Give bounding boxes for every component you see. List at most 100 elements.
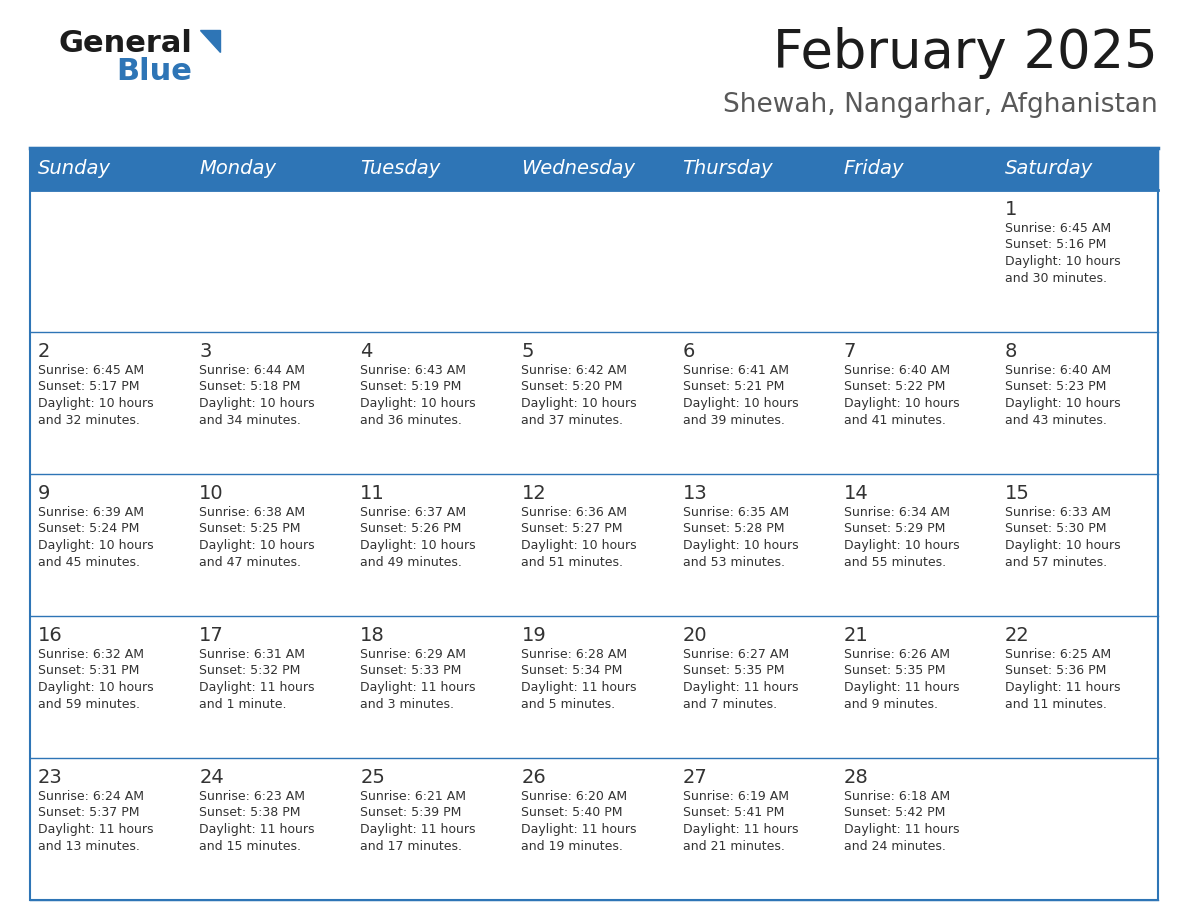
Text: Sunrise: 6:34 AM: Sunrise: 6:34 AM [843,506,949,519]
Text: Sunrise: 6:45 AM: Sunrise: 6:45 AM [1005,222,1111,235]
Text: and 32 minutes.: and 32 minutes. [38,413,140,427]
Polygon shape [200,30,220,52]
Text: Sunrise: 6:20 AM: Sunrise: 6:20 AM [522,790,627,803]
Text: Sunset: 5:32 PM: Sunset: 5:32 PM [200,665,301,677]
Text: 28: 28 [843,768,868,787]
Text: Daylight: 10 hours: Daylight: 10 hours [360,397,476,410]
Text: and 43 minutes.: and 43 minutes. [1005,413,1107,427]
Text: Sunset: 5:35 PM: Sunset: 5:35 PM [683,665,784,677]
Text: 19: 19 [522,626,546,645]
Text: and 36 minutes.: and 36 minutes. [360,413,462,427]
Text: Sunrise: 6:32 AM: Sunrise: 6:32 AM [38,648,144,661]
Text: Sunset: 5:23 PM: Sunset: 5:23 PM [1005,380,1106,394]
Text: and 21 minutes.: and 21 minutes. [683,839,784,853]
Text: Sunrise: 6:35 AM: Sunrise: 6:35 AM [683,506,789,519]
Text: and 11 minutes.: and 11 minutes. [1005,698,1107,711]
Text: General: General [58,29,192,58]
Text: Daylight: 11 hours: Daylight: 11 hours [522,681,637,694]
Text: and 34 minutes.: and 34 minutes. [200,413,301,427]
Text: 25: 25 [360,768,385,787]
Text: Sunset: 5:42 PM: Sunset: 5:42 PM [843,807,946,820]
Text: Sunset: 5:25 PM: Sunset: 5:25 PM [200,522,301,535]
Text: 14: 14 [843,484,868,503]
Text: and 59 minutes.: and 59 minutes. [38,698,140,711]
Text: Sunrise: 6:25 AM: Sunrise: 6:25 AM [1005,648,1111,661]
Text: 11: 11 [360,484,385,503]
Text: Sunrise: 6:39 AM: Sunrise: 6:39 AM [38,506,144,519]
Text: and 13 minutes.: and 13 minutes. [38,839,140,853]
Text: Daylight: 10 hours: Daylight: 10 hours [843,397,960,410]
Text: 18: 18 [360,626,385,645]
Text: Daylight: 11 hours: Daylight: 11 hours [1005,681,1120,694]
Text: Sunset: 5:18 PM: Sunset: 5:18 PM [200,380,301,394]
Text: 8: 8 [1005,342,1017,361]
Bar [30,190,1158,900]
Bar [30,148,1158,900]
Text: Daylight: 11 hours: Daylight: 11 hours [843,681,959,694]
Text: 17: 17 [200,626,223,645]
Text: Sunrise: 6:19 AM: Sunrise: 6:19 AM [683,790,789,803]
Text: and 7 minutes.: and 7 minutes. [683,698,777,711]
Text: Sunrise: 6:38 AM: Sunrise: 6:38 AM [200,506,305,519]
Text: Daylight: 11 hours: Daylight: 11 hours [360,681,475,694]
Text: Daylight: 11 hours: Daylight: 11 hours [522,823,637,836]
Text: Sunset: 5:21 PM: Sunset: 5:21 PM [683,380,784,394]
Text: Friday: Friday [843,160,904,178]
Text: Sunset: 5:39 PM: Sunset: 5:39 PM [360,807,462,820]
Text: Sunset: 5:31 PM: Sunset: 5:31 PM [38,665,139,677]
Text: and 39 minutes.: and 39 minutes. [683,413,784,427]
Text: 5: 5 [522,342,533,361]
Text: Sunset: 5:36 PM: Sunset: 5:36 PM [1005,665,1106,677]
Text: Sunrise: 6:27 AM: Sunrise: 6:27 AM [683,648,789,661]
Text: 23: 23 [38,768,63,787]
Text: Sunrise: 6:21 AM: Sunrise: 6:21 AM [360,790,466,803]
Text: 2: 2 [38,342,50,361]
Text: Sunset: 5:26 PM: Sunset: 5:26 PM [360,522,462,535]
Text: Sunset: 5:17 PM: Sunset: 5:17 PM [38,380,139,394]
Text: Sunrise: 6:36 AM: Sunrise: 6:36 AM [522,506,627,519]
Text: Shewah, Nangarhar, Afghanistan: Shewah, Nangarhar, Afghanistan [723,92,1158,118]
Text: Daylight: 11 hours: Daylight: 11 hours [683,681,798,694]
Text: 10: 10 [200,484,223,503]
Text: and 49 minutes.: and 49 minutes. [360,555,462,568]
Text: Daylight: 11 hours: Daylight: 11 hours [38,823,153,836]
Text: Sunrise: 6:23 AM: Sunrise: 6:23 AM [200,790,305,803]
Text: Daylight: 10 hours: Daylight: 10 hours [360,539,476,552]
Text: Daylight: 11 hours: Daylight: 11 hours [683,823,798,836]
Text: Daylight: 10 hours: Daylight: 10 hours [1005,397,1120,410]
Text: and 53 minutes.: and 53 minutes. [683,555,784,568]
Text: Daylight: 10 hours: Daylight: 10 hours [1005,539,1120,552]
Text: Sunrise: 6:28 AM: Sunrise: 6:28 AM [522,648,627,661]
Text: Sunrise: 6:24 AM: Sunrise: 6:24 AM [38,790,144,803]
Text: Sunrise: 6:40 AM: Sunrise: 6:40 AM [1005,364,1111,377]
Text: Daylight: 10 hours: Daylight: 10 hours [38,681,153,694]
Text: Daylight: 10 hours: Daylight: 10 hours [522,539,637,552]
Text: Sunrise: 6:33 AM: Sunrise: 6:33 AM [1005,506,1111,519]
Text: Daylight: 10 hours: Daylight: 10 hours [683,397,798,410]
Text: Daylight: 11 hours: Daylight: 11 hours [843,823,959,836]
Bar [30,148,1158,190]
Text: Sunset: 5:24 PM: Sunset: 5:24 PM [38,522,139,535]
Text: Daylight: 11 hours: Daylight: 11 hours [360,823,475,836]
Text: Sunset: 5:41 PM: Sunset: 5:41 PM [683,807,784,820]
Text: Sunset: 5:37 PM: Sunset: 5:37 PM [38,807,139,820]
Text: Monday: Monday [200,160,276,178]
Text: Sunset: 5:35 PM: Sunset: 5:35 PM [843,665,946,677]
Text: Sunrise: 6:45 AM: Sunrise: 6:45 AM [38,364,144,377]
Text: Sunrise: 6:44 AM: Sunrise: 6:44 AM [200,364,305,377]
Text: 16: 16 [38,626,63,645]
Text: Sunset: 5:27 PM: Sunset: 5:27 PM [522,522,623,535]
Text: 26: 26 [522,768,546,787]
Text: 6: 6 [683,342,695,361]
Text: 4: 4 [360,342,373,361]
Text: Daylight: 10 hours: Daylight: 10 hours [683,539,798,552]
Text: Sunrise: 6:37 AM: Sunrise: 6:37 AM [360,506,467,519]
Text: February 2025: February 2025 [773,27,1158,79]
Text: Sunrise: 6:43 AM: Sunrise: 6:43 AM [360,364,466,377]
Text: and 5 minutes.: and 5 minutes. [522,698,615,711]
Text: Daylight: 10 hours: Daylight: 10 hours [38,539,153,552]
Text: Saturday: Saturday [1005,160,1093,178]
Text: and 24 minutes.: and 24 minutes. [843,839,946,853]
Text: Daylight: 10 hours: Daylight: 10 hours [200,397,315,410]
Text: and 57 minutes.: and 57 minutes. [1005,555,1107,568]
